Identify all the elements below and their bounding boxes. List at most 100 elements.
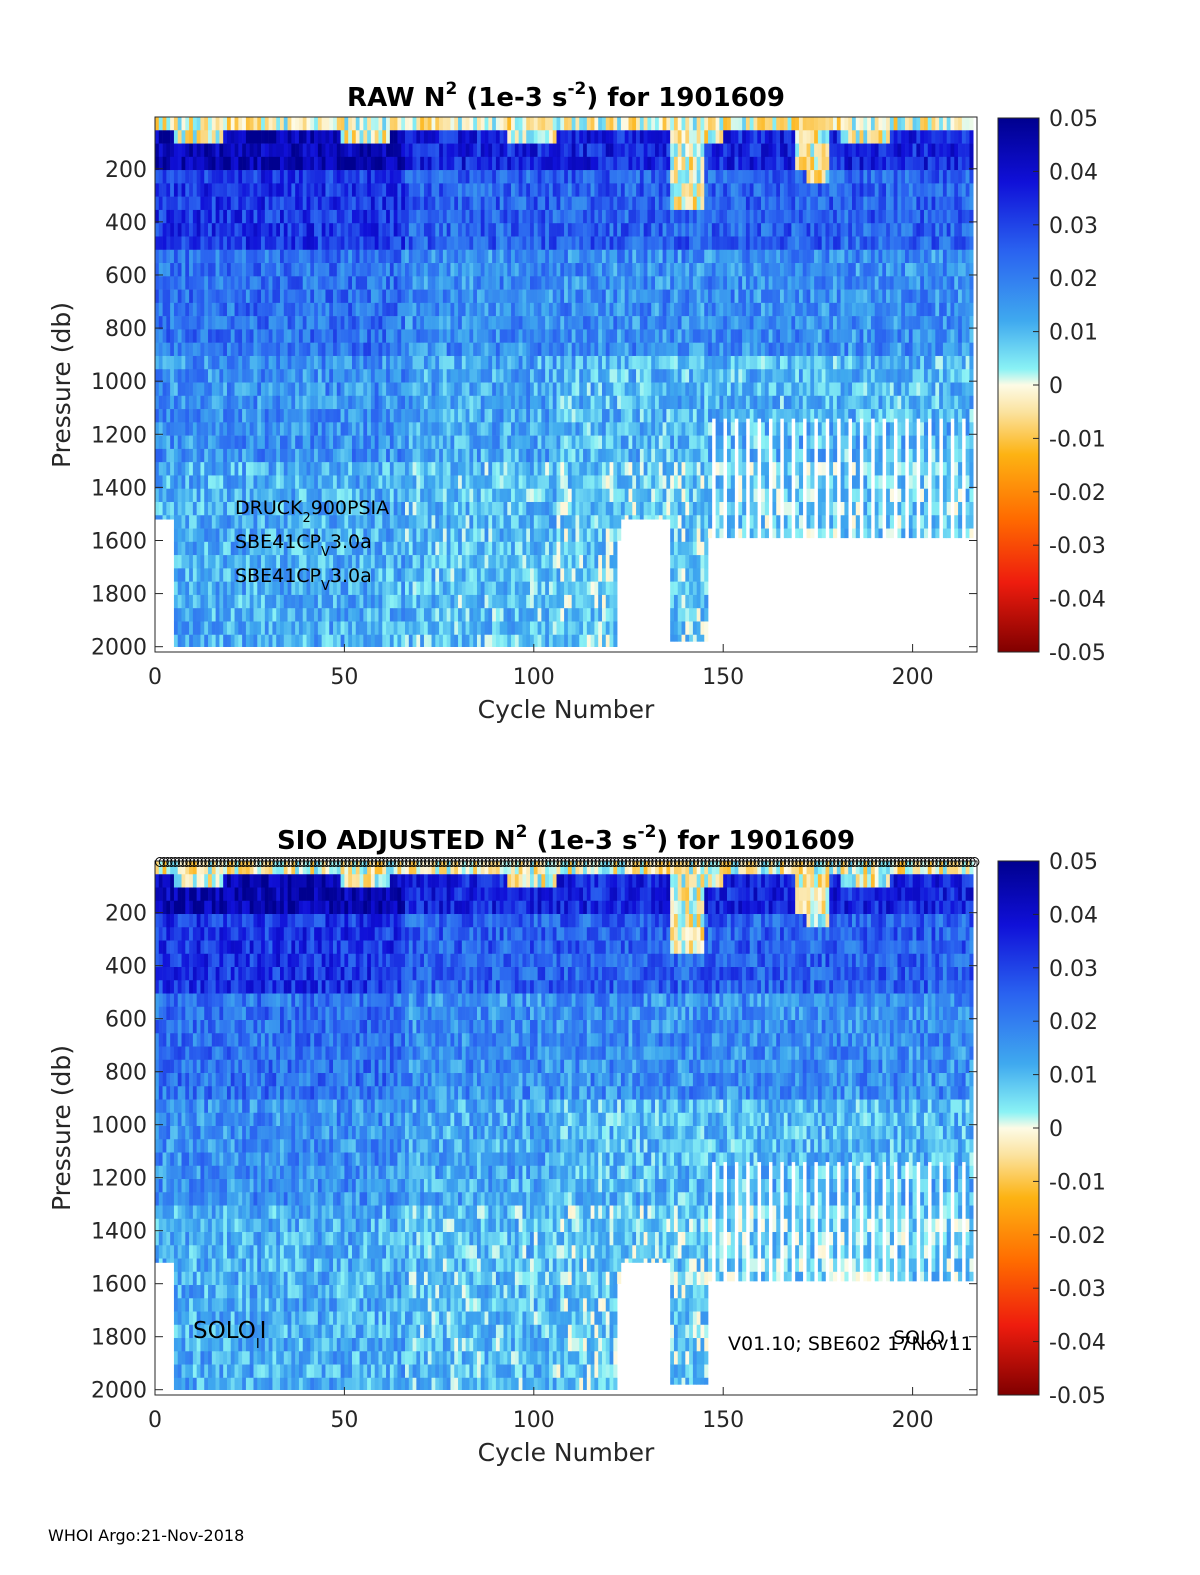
- heat-cell: [514, 621, 519, 636]
- heat-cell: [564, 608, 569, 622]
- heat-cell: [336, 515, 341, 529]
- heat-cell: [245, 382, 250, 397]
- heat-cell: [427, 634, 432, 647]
- heat-cell: [420, 608, 425, 622]
- heat-cell: [514, 634, 519, 647]
- heat-cell: [317, 130, 322, 144]
- heat-cell: [567, 395, 572, 410]
- heat-cell: [325, 117, 330, 131]
- heat-cell: [162, 223, 167, 237]
- heat-cell: [586, 209, 591, 224]
- heat-cell: [567, 196, 572, 211]
- heat-cell: [367, 541, 372, 556]
- heat-cell: [427, 409, 432, 423]
- heat-cell: [594, 156, 599, 171]
- heat-cell: [586, 130, 591, 144]
- heat-cell: [590, 249, 595, 264]
- heat-cell: [450, 448, 455, 463]
- heat-cell: [446, 302, 451, 317]
- heat-cell: [355, 462, 360, 476]
- heat-cell: [234, 621, 239, 636]
- heat-cell: [511, 223, 516, 237]
- heat-cell: [594, 302, 599, 317]
- heat-cell: [389, 143, 394, 158]
- heat-cell: [211, 130, 216, 144]
- heat-cell: [548, 209, 554, 224]
- heat-cell: [261, 501, 266, 516]
- heat-cell: [355, 196, 360, 211]
- heat-cell: [507, 117, 512, 131]
- heat-cell: [439, 236, 444, 251]
- heat-cell: [401, 369, 406, 383]
- heat-cell: [601, 475, 607, 490]
- heat-cell: [564, 196, 569, 211]
- heat-cell: [601, 594, 607, 609]
- heat-cell: [473, 528, 478, 543]
- heat-cell: [556, 568, 561, 582]
- heat-cell: [367, 143, 372, 158]
- heat-cell: [389, 342, 394, 357]
- heat-cell: [242, 581, 247, 596]
- heat-cell: [192, 236, 197, 251]
- heat-cell: [545, 196, 550, 211]
- heat-cell: [321, 289, 326, 304]
- heat-cell: [317, 568, 322, 582]
- heat-cell: [575, 302, 580, 317]
- heat-cell: [609, 541, 614, 556]
- heat-cell: [367, 621, 372, 636]
- heat-cell: [624, 395, 629, 410]
- heat-cell: [355, 409, 360, 423]
- heat-cell: [435, 263, 440, 277]
- heat-cell: [598, 329, 603, 343]
- heat-cell: [571, 608, 576, 622]
- heat-cell: [499, 475, 504, 490]
- heat-cell: [575, 170, 580, 184]
- heat-cell: [272, 236, 277, 251]
- heat-cell: [223, 488, 228, 503]
- heat-cell: [367, 329, 372, 343]
- heat-cell: [545, 409, 550, 423]
- heat-cell: [329, 130, 334, 144]
- heat-cell: [173, 475, 179, 490]
- heat-cell: [344, 568, 349, 582]
- heat-cell: [632, 209, 637, 224]
- heat-cell: [586, 555, 591, 569]
- heat-cell: [257, 249, 262, 264]
- heat-cell: [170, 369, 175, 383]
- heat-cell: [242, 395, 247, 410]
- heat-cell: [189, 475, 194, 490]
- heat-cell: [594, 528, 599, 543]
- heat-cell: [268, 276, 273, 290]
- heat-cell: [613, 236, 618, 251]
- heat-cell: [575, 435, 580, 450]
- heat-cell: [552, 170, 557, 184]
- heat-cell: [238, 316, 243, 330]
- heat-cell: [329, 634, 334, 647]
- heat-cell: [556, 209, 561, 224]
- heat-cell: [264, 541, 269, 556]
- heat-cell: [609, 209, 614, 224]
- heat-cell: [219, 581, 224, 596]
- heat-cell: [522, 435, 527, 450]
- heat-cell: [442, 594, 447, 609]
- heat-cell: [215, 302, 220, 317]
- heat-cell: [480, 501, 485, 516]
- heat-cell: [370, 355, 376, 370]
- heat-cell: [261, 395, 266, 410]
- heat-cell: [488, 329, 493, 343]
- heat-cell: [238, 329, 243, 343]
- heat-cell: [295, 382, 300, 397]
- heat-cell: [420, 422, 425, 436]
- heat-cell: [370, 263, 376, 277]
- heat-cell: [548, 223, 554, 237]
- heat-cell: [344, 289, 349, 304]
- heat-cell: [226, 594, 232, 609]
- heat-cell: [461, 528, 466, 543]
- heat-cell: [435, 594, 440, 609]
- heat-cell: [484, 621, 489, 636]
- heat-cell: [173, 289, 179, 304]
- heat-cell: [476, 528, 482, 543]
- heat-cell: [473, 555, 478, 569]
- heat-cell: [223, 223, 228, 237]
- heat-cell: [287, 448, 292, 463]
